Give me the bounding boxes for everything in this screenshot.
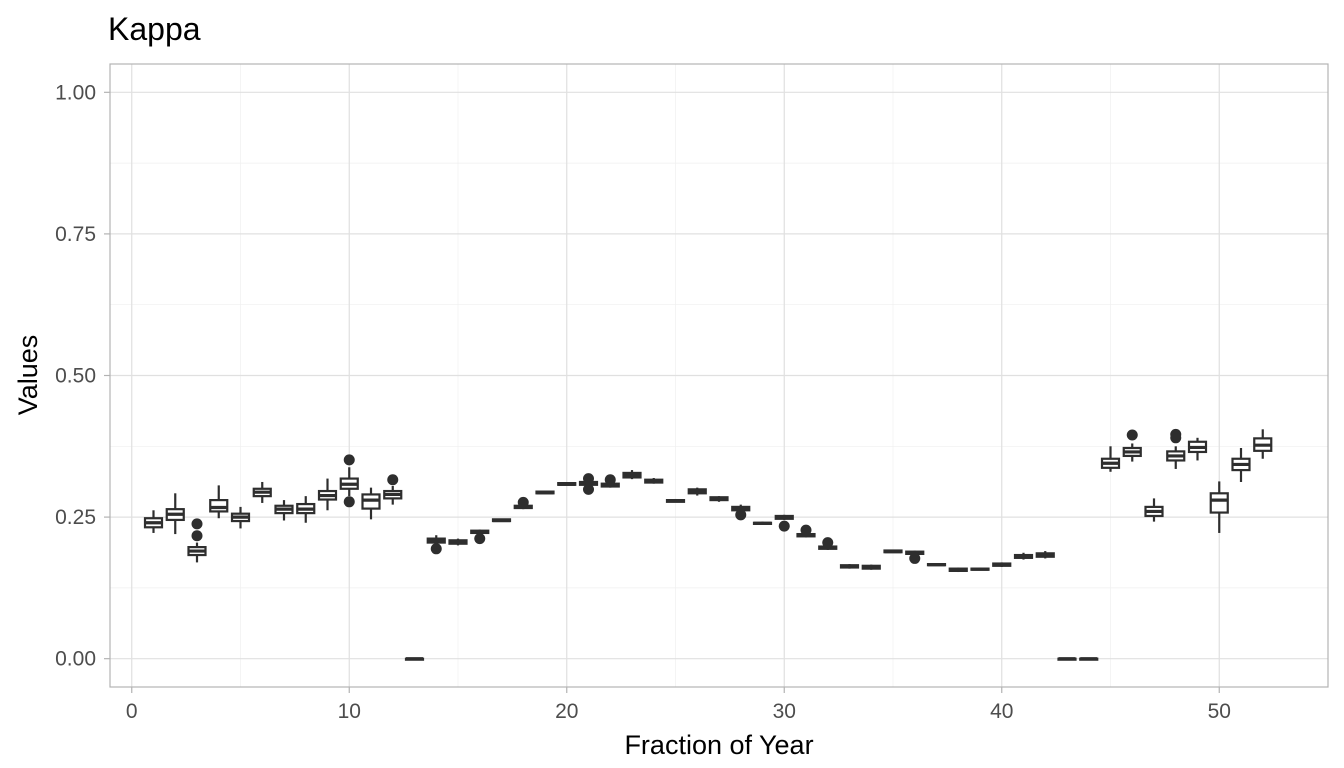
boxplot-box xyxy=(665,498,686,503)
y-tick-label: 0.75 xyxy=(55,223,96,246)
chart-title: Kappa xyxy=(108,11,201,47)
box-outlier-point xyxy=(474,533,486,545)
boxplot-box xyxy=(839,564,860,569)
box-outlier-point xyxy=(387,474,399,486)
x-tick-label: 20 xyxy=(555,700,578,723)
boxplot-box xyxy=(143,510,164,533)
boxplot-box xyxy=(861,564,881,570)
x-tick-label: 50 xyxy=(1208,700,1231,723)
boxplot-box xyxy=(209,485,229,519)
boxplot-box xyxy=(448,538,468,546)
box-iqr xyxy=(1209,492,1229,514)
x-tick-label: 40 xyxy=(990,700,1013,723)
boxplot-box xyxy=(752,521,773,525)
boxplot-box xyxy=(1253,429,1273,459)
grid-lines xyxy=(110,64,1328,687)
boxplot-box xyxy=(535,490,555,495)
boxplot-box xyxy=(926,562,947,567)
boxplot-box xyxy=(600,474,620,488)
boxplot-box xyxy=(1231,447,1251,482)
boxplot-box xyxy=(622,470,642,480)
y-axis-title: Values xyxy=(13,335,43,416)
boxplot-box xyxy=(187,518,207,563)
box-outlier-point xyxy=(909,552,921,564)
boxplot-box xyxy=(491,518,512,523)
y-tick-label: 1.00 xyxy=(55,81,96,104)
boxplot-box xyxy=(1100,446,1121,472)
boxplot-box xyxy=(709,496,729,502)
box-outlier-point xyxy=(1170,428,1182,440)
box-outlier-point xyxy=(1126,429,1138,441)
boxplot-box xyxy=(426,535,446,555)
boxplot-box xyxy=(970,567,990,571)
box-outlier-point xyxy=(343,454,355,466)
boxplot-box xyxy=(557,482,577,486)
boxplot-box xyxy=(1013,552,1034,560)
boxplot-box xyxy=(1035,551,1055,559)
x-tick-label: 0 xyxy=(126,700,138,723)
axis-ticks: 0 10 20 30 40 50 0.00 0.25 0.50 0.75 1.00 xyxy=(55,81,1231,723)
box-outlier-point xyxy=(430,543,442,555)
boxplot-box xyxy=(470,529,490,545)
y-tick-label: 0.00 xyxy=(55,648,96,671)
boxplot-series xyxy=(143,428,1273,661)
box-iqr xyxy=(209,499,229,513)
box-outlier-point xyxy=(343,496,355,508)
box-outlier-point xyxy=(778,520,790,532)
boxplot-box xyxy=(296,496,316,523)
boxplot-box xyxy=(818,537,838,550)
boxplot-box xyxy=(1166,428,1186,469)
y-tick-label: 0.50 xyxy=(55,365,96,388)
boxplot-box xyxy=(317,478,338,511)
boxplot-box xyxy=(905,550,925,564)
boxplot-box xyxy=(687,487,707,496)
boxplot-box xyxy=(513,496,533,510)
box-outlier-point xyxy=(822,537,834,549)
boxplot-box xyxy=(1209,481,1229,533)
boxplot-box xyxy=(1079,657,1099,661)
boxplot-box xyxy=(404,657,425,661)
boxplot-box xyxy=(883,549,903,554)
boxplot-box xyxy=(992,562,1012,567)
boxplot-box xyxy=(731,504,751,521)
boxplot-box xyxy=(774,514,794,532)
boxplot-box xyxy=(252,481,272,503)
box-outlier-point xyxy=(517,496,529,508)
x-tick-label: 30 xyxy=(773,700,796,723)
boxplot-box xyxy=(1144,498,1164,522)
box-outlier-point xyxy=(735,509,747,521)
boxplot-box xyxy=(383,474,403,505)
boxplot-box xyxy=(165,493,185,535)
box-outlier-point xyxy=(604,474,616,486)
box-outlier-point xyxy=(583,473,594,485)
boxplot-box xyxy=(1057,657,1077,661)
boxplot-box xyxy=(1122,429,1142,462)
box-outlier-point xyxy=(191,518,203,530)
boxplot-box xyxy=(274,500,294,521)
box-outlier-point xyxy=(191,530,203,542)
boxplot-box xyxy=(796,524,816,538)
boxplot-box xyxy=(230,506,251,529)
box-outlier-point xyxy=(583,483,594,495)
x-tick-label: 10 xyxy=(338,700,361,723)
boxplot-box xyxy=(1187,437,1208,461)
y-tick-label: 0.25 xyxy=(55,506,96,529)
boxplot-box xyxy=(948,567,968,573)
x-axis-title: Fraction of Year xyxy=(624,730,813,760)
boxplot-box xyxy=(339,454,359,508)
boxplot-box xyxy=(644,478,664,484)
boxplot-box xyxy=(578,473,599,495)
box-outlier-point xyxy=(800,524,812,536)
boxplot-box xyxy=(361,487,381,520)
